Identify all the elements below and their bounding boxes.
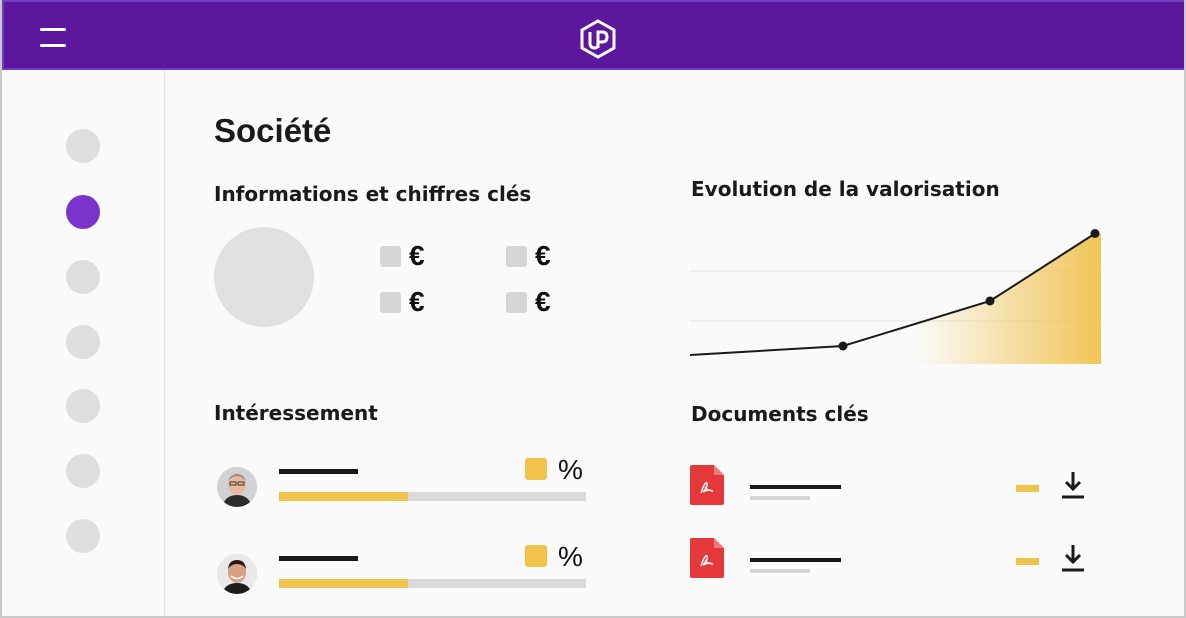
document-title-placeholder (750, 558, 841, 562)
currency-symbol: € (409, 240, 425, 271)
pdf-file-icon (690, 465, 724, 505)
chart-area-fill (690, 233, 1101, 364)
sidebar-item-7[interactable] (66, 519, 100, 553)
document-row[interactable] (690, 465, 1090, 509)
download-icon[interactable] (1061, 543, 1085, 573)
top-bar (2, 0, 1184, 70)
chart-data-point[interactable] (985, 296, 995, 306)
participant-avatar (217, 467, 257, 507)
currency-symbol: € (535, 240, 551, 271)
kpi-item: € (380, 240, 425, 271)
sidebar-item-1[interactable] (66, 129, 100, 163)
section-title-key-info: Informations et chiffres clés (214, 182, 532, 206)
document-subtitle-placeholder (750, 569, 810, 573)
participant-row: % (214, 454, 594, 514)
document-tag-placeholder (1016, 485, 1039, 492)
chart-series-line (690, 232, 1096, 356)
sidebar-item-4[interactable] (66, 325, 100, 359)
section-title-documents: Documents clés (691, 402, 869, 426)
kpi-item: € (506, 240, 551, 271)
participant-name-placeholder (279, 556, 358, 561)
document-subtitle-placeholder (750, 496, 810, 500)
hamburger-menu-icon[interactable] (40, 28, 66, 48)
kpi-item: € (506, 286, 551, 317)
document-title-placeholder (750, 485, 841, 489)
sidebar-item-3[interactable] (66, 260, 100, 294)
section-title-valuation: Evolution de la valorisation (691, 177, 1000, 201)
pdf-file-icon (690, 538, 724, 578)
percent-symbol: % (558, 454, 583, 485)
sidebar-item-2-active[interactable] (66, 195, 100, 229)
download-icon[interactable] (1061, 470, 1085, 500)
company-logo-placeholder (214, 227, 314, 327)
sidebar-item-5[interactable] (66, 389, 100, 423)
percent-value-placeholder (525, 545, 547, 567)
document-tag-placeholder (1016, 558, 1039, 565)
sidebar-item-6[interactable] (66, 454, 100, 488)
section-title-profit-sharing: Intéressement (214, 401, 378, 425)
progress-bar-fill (279, 492, 408, 501)
participant-avatar (217, 554, 257, 594)
sidebar-nav (2, 70, 165, 616)
participant-name-placeholder (279, 469, 358, 474)
document-row[interactable] (690, 538, 1090, 582)
percent-symbol: % (558, 541, 583, 572)
percent-value-placeholder (525, 458, 547, 480)
currency-symbol: € (535, 286, 551, 317)
currency-symbol: € (409, 286, 425, 317)
valuation-line-chart (690, 229, 1102, 364)
up-hexagon-logo[interactable] (579, 19, 617, 59)
main-content: Société Informations et chiffres clés € … (166, 70, 1184, 616)
page-title: Société (214, 112, 332, 149)
kpi-item: € (380, 286, 425, 317)
chart-data-point[interactable] (838, 341, 848, 351)
progress-bar (279, 579, 586, 588)
progress-bar-fill (279, 579, 408, 588)
chart-data-point[interactable] (1090, 229, 1100, 238)
progress-bar (279, 492, 586, 501)
participant-row: % (214, 541, 594, 601)
